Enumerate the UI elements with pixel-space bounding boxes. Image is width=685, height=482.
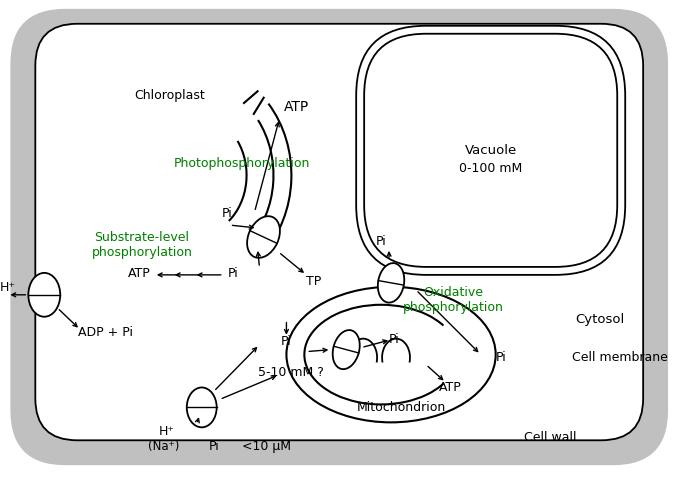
Text: 5-10 mM ?: 5-10 mM ?: [258, 366, 324, 379]
FancyBboxPatch shape: [356, 26, 625, 275]
Text: Cytosol: Cytosol: [575, 313, 625, 326]
Ellipse shape: [286, 287, 496, 422]
Ellipse shape: [247, 216, 280, 258]
FancyBboxPatch shape: [364, 34, 617, 267]
Text: Pi: Pi: [388, 333, 399, 346]
Ellipse shape: [333, 330, 360, 369]
Ellipse shape: [187, 388, 216, 428]
Text: Pi: Pi: [495, 351, 506, 364]
Text: Oxidative
phosphorylation: Oxidative phosphorylation: [402, 286, 503, 314]
Text: H⁺: H⁺: [159, 425, 175, 438]
Text: Chloroplast: Chloroplast: [134, 89, 206, 102]
Text: Cell membrane: Cell membrane: [572, 351, 668, 364]
Text: <10 μM: <10 μM: [242, 440, 291, 453]
Ellipse shape: [378, 263, 404, 303]
Text: Vacuole: Vacuole: [464, 144, 516, 157]
Text: ATP: ATP: [127, 268, 150, 281]
Text: Pi: Pi: [281, 335, 292, 348]
FancyBboxPatch shape: [36, 24, 643, 440]
FancyBboxPatch shape: [10, 9, 668, 465]
Text: Pi: Pi: [208, 440, 219, 453]
Text: Substrate-level
phosphorylation: Substrate-level phosphorylation: [92, 231, 192, 259]
Text: 0-100 mM: 0-100 mM: [459, 162, 523, 175]
Text: Mitochondrion: Mitochondrion: [356, 401, 446, 414]
Text: ADP + Pi: ADP + Pi: [77, 326, 133, 339]
Text: TP: TP: [306, 275, 321, 288]
Text: (Na⁺): (Na⁺): [148, 440, 179, 453]
Text: H⁺: H⁺: [0, 281, 16, 295]
Ellipse shape: [28, 273, 60, 317]
Text: Pi: Pi: [228, 268, 239, 281]
Text: ATP: ATP: [438, 381, 461, 394]
Text: Pi: Pi: [221, 207, 232, 220]
Text: Cell wall: Cell wall: [524, 431, 577, 444]
Text: Photophosphorylation: Photophosphorylation: [173, 157, 310, 170]
Text: ATP: ATP: [284, 100, 309, 115]
Text: Pi: Pi: [375, 236, 386, 249]
